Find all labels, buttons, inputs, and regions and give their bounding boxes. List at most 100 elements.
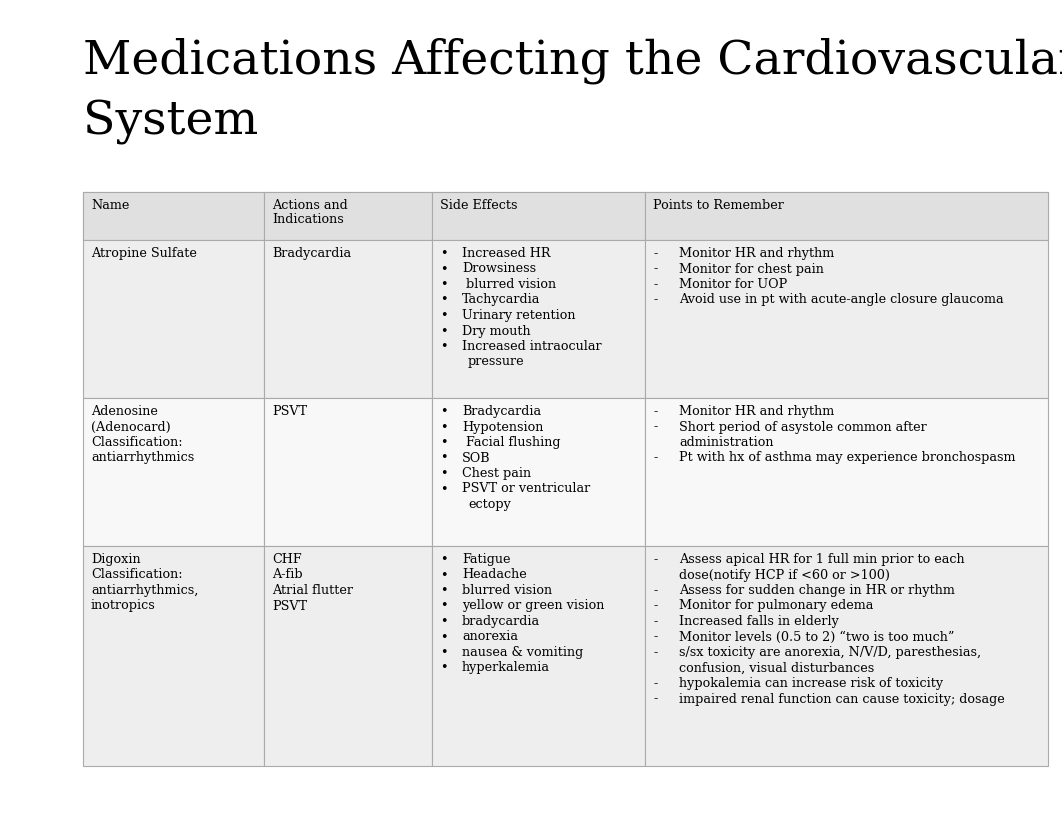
- Text: •: •: [440, 599, 447, 612]
- Text: A-fib: A-fib: [272, 569, 303, 581]
- Text: •: •: [440, 309, 447, 322]
- Text: Classification:: Classification:: [91, 569, 183, 581]
- Text: -: -: [653, 646, 657, 659]
- Text: Drowsiness: Drowsiness: [462, 262, 536, 275]
- Text: Indications: Indications: [272, 213, 344, 226]
- Bar: [645, 546, 1048, 766]
- Text: -: -: [653, 293, 657, 307]
- Bar: [432, 192, 645, 240]
- Text: Digoxin: Digoxin: [91, 553, 140, 566]
- Text: inotropics: inotropics: [91, 599, 156, 612]
- Text: hypokalemia can increase risk of toxicity: hypokalemia can increase risk of toxicit…: [679, 677, 943, 690]
- Bar: [645, 192, 1048, 240]
- Text: -: -: [653, 421, 657, 433]
- Text: bradycardia: bradycardia: [462, 615, 541, 628]
- Text: blurred vision: blurred vision: [462, 584, 552, 597]
- Text: Atrial flutter: Atrial flutter: [272, 584, 353, 597]
- Text: •: •: [440, 630, 447, 644]
- Text: Classification:: Classification:: [91, 436, 183, 449]
- Text: Facial flushing: Facial flushing: [462, 436, 561, 449]
- Text: s/sx toxicity are anorexia, N/V/D, paresthesias,: s/sx toxicity are anorexia, N/V/D, pares…: [679, 646, 981, 659]
- Text: •: •: [440, 421, 447, 433]
- Text: -: -: [653, 553, 657, 566]
- Text: hyperkalemia: hyperkalemia: [462, 662, 550, 675]
- Text: Pt with hx of asthma may experience bronchospasm: Pt with hx of asthma may experience bron…: [679, 451, 1015, 464]
- Bar: [83, 240, 264, 398]
- Text: •: •: [440, 247, 447, 260]
- Text: antiarrhythmics,: antiarrhythmics,: [91, 584, 199, 597]
- Text: -: -: [653, 615, 657, 628]
- Text: System: System: [83, 100, 258, 145]
- Bar: [432, 240, 645, 398]
- Bar: [83, 192, 1048, 240]
- Text: Short period of asystole common after: Short period of asystole common after: [679, 421, 927, 433]
- Text: Bradycardia: Bradycardia: [272, 247, 352, 260]
- Text: •: •: [440, 451, 447, 464]
- Text: •: •: [440, 553, 447, 566]
- Bar: [432, 398, 645, 546]
- Text: -: -: [653, 278, 657, 291]
- Text: Monitor levels (0.5 to 2) “two is too much”: Monitor levels (0.5 to 2) “two is too mu…: [679, 630, 955, 644]
- Text: •: •: [440, 646, 447, 659]
- Text: dose(notify HCP if <60 or >100): dose(notify HCP if <60 or >100): [679, 569, 890, 581]
- Bar: [264, 192, 432, 240]
- Text: Increased HR: Increased HR: [462, 247, 550, 260]
- Text: ectopy: ectopy: [468, 498, 511, 511]
- Text: Monitor for UOP: Monitor for UOP: [679, 278, 787, 291]
- Text: PSVT: PSVT: [272, 599, 307, 612]
- Text: Assess apical HR for 1 full min prior to each: Assess apical HR for 1 full min prior to…: [679, 553, 964, 566]
- Text: Avoid use in pt with acute-angle closure glaucoma: Avoid use in pt with acute-angle closure…: [679, 293, 1004, 307]
- Text: anorexia: anorexia: [462, 630, 518, 644]
- Text: Monitor for chest pain: Monitor for chest pain: [679, 262, 824, 275]
- Text: Dry mouth: Dry mouth: [462, 325, 531, 338]
- Text: PSVT or ventricular: PSVT or ventricular: [462, 483, 590, 496]
- Text: •: •: [440, 584, 447, 597]
- Text: confusion, visual disturbances: confusion, visual disturbances: [679, 662, 874, 675]
- Text: CHF: CHF: [272, 553, 302, 566]
- Bar: [264, 546, 432, 766]
- Text: •: •: [440, 467, 447, 480]
- Text: Monitor HR and rhythm: Monitor HR and rhythm: [679, 405, 835, 418]
- Text: -: -: [653, 262, 657, 275]
- Text: Bradycardia: Bradycardia: [462, 405, 542, 418]
- Text: Medications Affecting the Cardiovascular: Medications Affecting the Cardiovascular: [83, 38, 1062, 85]
- Bar: [83, 398, 264, 546]
- Text: Monitor for pulmonary edema: Monitor for pulmonary edema: [679, 599, 873, 612]
- Text: •: •: [440, 325, 447, 338]
- Text: blurred vision: blurred vision: [462, 278, 556, 291]
- Bar: [432, 546, 645, 766]
- Text: -: -: [653, 584, 657, 597]
- Text: Fatigue: Fatigue: [462, 553, 511, 566]
- Text: antiarrhythmics: antiarrhythmics: [91, 451, 194, 464]
- Text: Side Effects: Side Effects: [440, 199, 517, 212]
- Text: Increased falls in elderly: Increased falls in elderly: [679, 615, 839, 628]
- Text: -: -: [653, 451, 657, 464]
- Text: Chest pain: Chest pain: [462, 467, 531, 480]
- Text: •: •: [440, 483, 447, 496]
- Bar: [264, 398, 432, 546]
- Text: -: -: [653, 630, 657, 644]
- Text: Actions and: Actions and: [272, 199, 347, 212]
- Text: (Adenocard): (Adenocard): [91, 421, 171, 433]
- Text: PSVT: PSVT: [272, 405, 307, 418]
- Text: yellow or green vision: yellow or green vision: [462, 599, 604, 612]
- Text: pressure: pressure: [468, 355, 525, 368]
- Text: Points to Remember: Points to Remember: [653, 199, 784, 212]
- Text: Assess for sudden change in HR or rhythm: Assess for sudden change in HR or rhythm: [679, 584, 955, 597]
- Text: Tachycardia: Tachycardia: [462, 293, 541, 307]
- Text: Urinary retention: Urinary retention: [462, 309, 576, 322]
- Bar: [645, 398, 1048, 546]
- Text: Headache: Headache: [462, 569, 527, 581]
- Bar: [645, 240, 1048, 398]
- Text: impaired renal function can cause toxicity; dosage: impaired renal function can cause toxici…: [679, 692, 1005, 705]
- Text: administration: administration: [679, 436, 773, 449]
- Text: Adenosine: Adenosine: [91, 405, 158, 418]
- Text: SOB: SOB: [462, 451, 491, 464]
- Text: Atropine Sulfate: Atropine Sulfate: [91, 247, 196, 260]
- Text: Monitor HR and rhythm: Monitor HR and rhythm: [679, 247, 835, 260]
- Text: nausea & vomiting: nausea & vomiting: [462, 646, 583, 659]
- Text: •: •: [440, 615, 447, 628]
- Bar: [83, 192, 264, 240]
- Text: -: -: [653, 677, 657, 690]
- Text: •: •: [440, 278, 447, 291]
